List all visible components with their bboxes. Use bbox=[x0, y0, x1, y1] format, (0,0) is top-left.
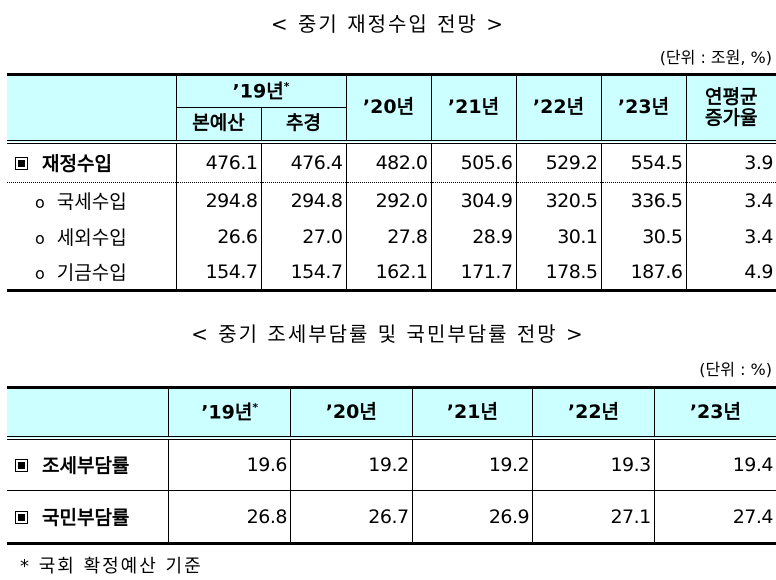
header-2019-group: ’19년* bbox=[175, 74, 346, 108]
cell-value: 162.1 bbox=[345, 254, 431, 291]
row-label: 조세부담률 bbox=[7, 438, 169, 491]
cell-value: 482.0 bbox=[345, 141, 431, 183]
row-label: o 기금수입 bbox=[35, 262, 127, 285]
cell-value: 28.9 bbox=[430, 218, 516, 255]
circle-bullet-icon: o bbox=[35, 264, 45, 284]
header-2019: ’19년* bbox=[168, 387, 291, 438]
cell-value: 27.1 bbox=[532, 490, 655, 544]
cell-value: 187.6 bbox=[600, 254, 686, 291]
header-2022: ’22년 bbox=[532, 387, 655, 438]
header-2023: ’23년 bbox=[653, 387, 776, 438]
cell-value: 292.0 bbox=[345, 182, 431, 219]
fiscal-revenue-table: ’19년* ’20년 ’21년 ’22년 ’23년 연평균 증가율 본예산 추경 … bbox=[7, 73, 776, 292]
header-2021: ’21년 bbox=[411, 387, 533, 438]
cell-value: 19.3 bbox=[532, 437, 655, 491]
cell-value: 3.4 bbox=[685, 182, 776, 219]
cell-value: 3.4 bbox=[685, 218, 776, 255]
filled-square-icon bbox=[15, 458, 28, 472]
table1-unit: (단위 : 조원, %) bbox=[659, 48, 772, 67]
row-label: o 세외수입 bbox=[35, 227, 127, 249]
header-2023: ’23년 bbox=[600, 74, 686, 142]
table-row-fund: o 기금수입 154.7 154.7 162.1 171.7 178.5 187.… bbox=[7, 254, 776, 291]
cell-value: 30.1 bbox=[515, 218, 601, 255]
cell-value: 27.8 bbox=[345, 218, 431, 255]
cell-value: 294.8 bbox=[175, 182, 261, 219]
header-cagr: 연평균 증가율 bbox=[685, 74, 776, 142]
cell-value: 178.5 bbox=[515, 254, 601, 291]
header-blank bbox=[7, 387, 169, 438]
filled-square-icon bbox=[15, 156, 28, 170]
cell-value: 27.4 bbox=[653, 490, 776, 544]
cell-value: 19.6 bbox=[168, 437, 291, 491]
cell-value: 320.5 bbox=[515, 182, 601, 219]
header-2020: ’20년 bbox=[289, 387, 413, 438]
cell-value: 30.5 bbox=[600, 218, 686, 255]
cell-value: 3.9 bbox=[685, 141, 776, 183]
footnote: * 국회 확정예산 기준 bbox=[20, 556, 203, 577]
header-2021: ’21년 bbox=[430, 74, 516, 142]
table-row-national-burden: 국민부담률 26.8 26.7 26.9 27.1 27.4 bbox=[7, 490, 776, 544]
cell-value: 294.8 bbox=[260, 182, 346, 219]
header-2019-supplementary: 추경 bbox=[260, 107, 346, 142]
cell-value: 26.6 bbox=[175, 218, 261, 255]
cell-value: 171.7 bbox=[430, 254, 516, 291]
cell-value: 154.7 bbox=[175, 254, 261, 291]
cell-value: 554.5 bbox=[600, 141, 686, 183]
cell-value: 26.7 bbox=[289, 490, 413, 544]
table-row-total-revenue: 재정수입 476.1 476.4 482.0 505.6 529.2 554.5… bbox=[7, 141, 776, 183]
filled-square-icon bbox=[15, 510, 28, 524]
table-row-non-tax: o 세외수입 26.6 27.0 27.8 28.9 30.1 30.5 3.4 bbox=[7, 218, 776, 255]
cell-value: 26.8 bbox=[168, 490, 291, 544]
cell-value: 304.9 bbox=[430, 182, 516, 219]
table1-title: < 중기 재정수입 전망 > bbox=[270, 12, 506, 36]
row-label: 국민부담률 bbox=[7, 491, 169, 544]
cell-value: 19.2 bbox=[289, 437, 413, 491]
cell-value: 476.4 bbox=[260, 141, 346, 183]
cell-value: 19.2 bbox=[411, 437, 533, 491]
row-label: o 국세수입 bbox=[35, 191, 127, 214]
row-label: 재정수입 bbox=[7, 142, 176, 183]
cell-value: 476.1 bbox=[175, 141, 261, 183]
cell-value: 154.7 bbox=[260, 254, 346, 291]
cell-value: 4.9 bbox=[685, 254, 776, 291]
circle-bullet-icon: o bbox=[35, 229, 45, 248]
header-2022: ’22년 bbox=[515, 74, 601, 142]
cell-value: 27.0 bbox=[260, 218, 346, 255]
cell-value: 26.9 bbox=[411, 490, 533, 544]
table2-unit: (단위 : %) bbox=[699, 360, 772, 379]
header-blank bbox=[7, 74, 176, 142]
table2-title: < 중기 조세부담률 및 국민부담률 전망 > bbox=[191, 322, 585, 346]
cell-value: 505.6 bbox=[430, 141, 516, 183]
header-2020: ’20년 bbox=[345, 74, 431, 142]
table-row-tax-burden: 조세부담률 19.6 19.2 19.2 19.3 19.4 bbox=[7, 437, 776, 491]
header-2019-original-budget: 본예산 bbox=[175, 107, 261, 142]
tax-burden-table: ’19년* ’20년 ’21년 ’22년 ’23년 조세부담률 19.6 19.… bbox=[7, 386, 776, 545]
table-row-national-tax: o 국세수입 294.8 294.8 292.0 304.9 320.5 336.… bbox=[7, 182, 776, 219]
cell-value: 529.2 bbox=[515, 141, 601, 183]
cell-value: 336.5 bbox=[600, 182, 686, 219]
cell-value: 19.4 bbox=[653, 437, 776, 491]
circle-bullet-icon: o bbox=[35, 193, 45, 213]
